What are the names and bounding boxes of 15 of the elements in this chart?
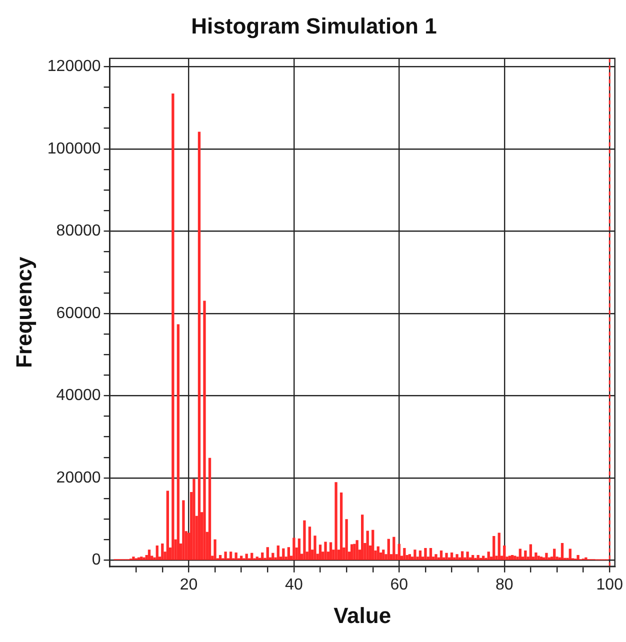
x-axis-title: Value xyxy=(334,602,392,628)
y-tick-label: 40000 xyxy=(56,387,101,404)
x-tick-label: 60 xyxy=(390,576,408,594)
x-tick-label: 100 xyxy=(596,576,624,594)
y-tick-label: 0 xyxy=(92,552,101,569)
y-tick-label: 20000 xyxy=(56,469,101,486)
x-tick-label: 40 xyxy=(285,576,303,594)
y-tick-label: 100000 xyxy=(47,140,101,158)
x-tick-label: 80 xyxy=(495,576,514,594)
chart-title: Histogram Simulation 1 xyxy=(191,13,437,38)
y-axis-title: Frequency xyxy=(11,256,36,368)
y-tick-label: 120000 xyxy=(47,58,101,76)
x-tick-label: 20 xyxy=(180,576,198,594)
y-tick-label: 80000 xyxy=(56,222,101,240)
y-tick-label: 60000 xyxy=(56,304,101,322)
